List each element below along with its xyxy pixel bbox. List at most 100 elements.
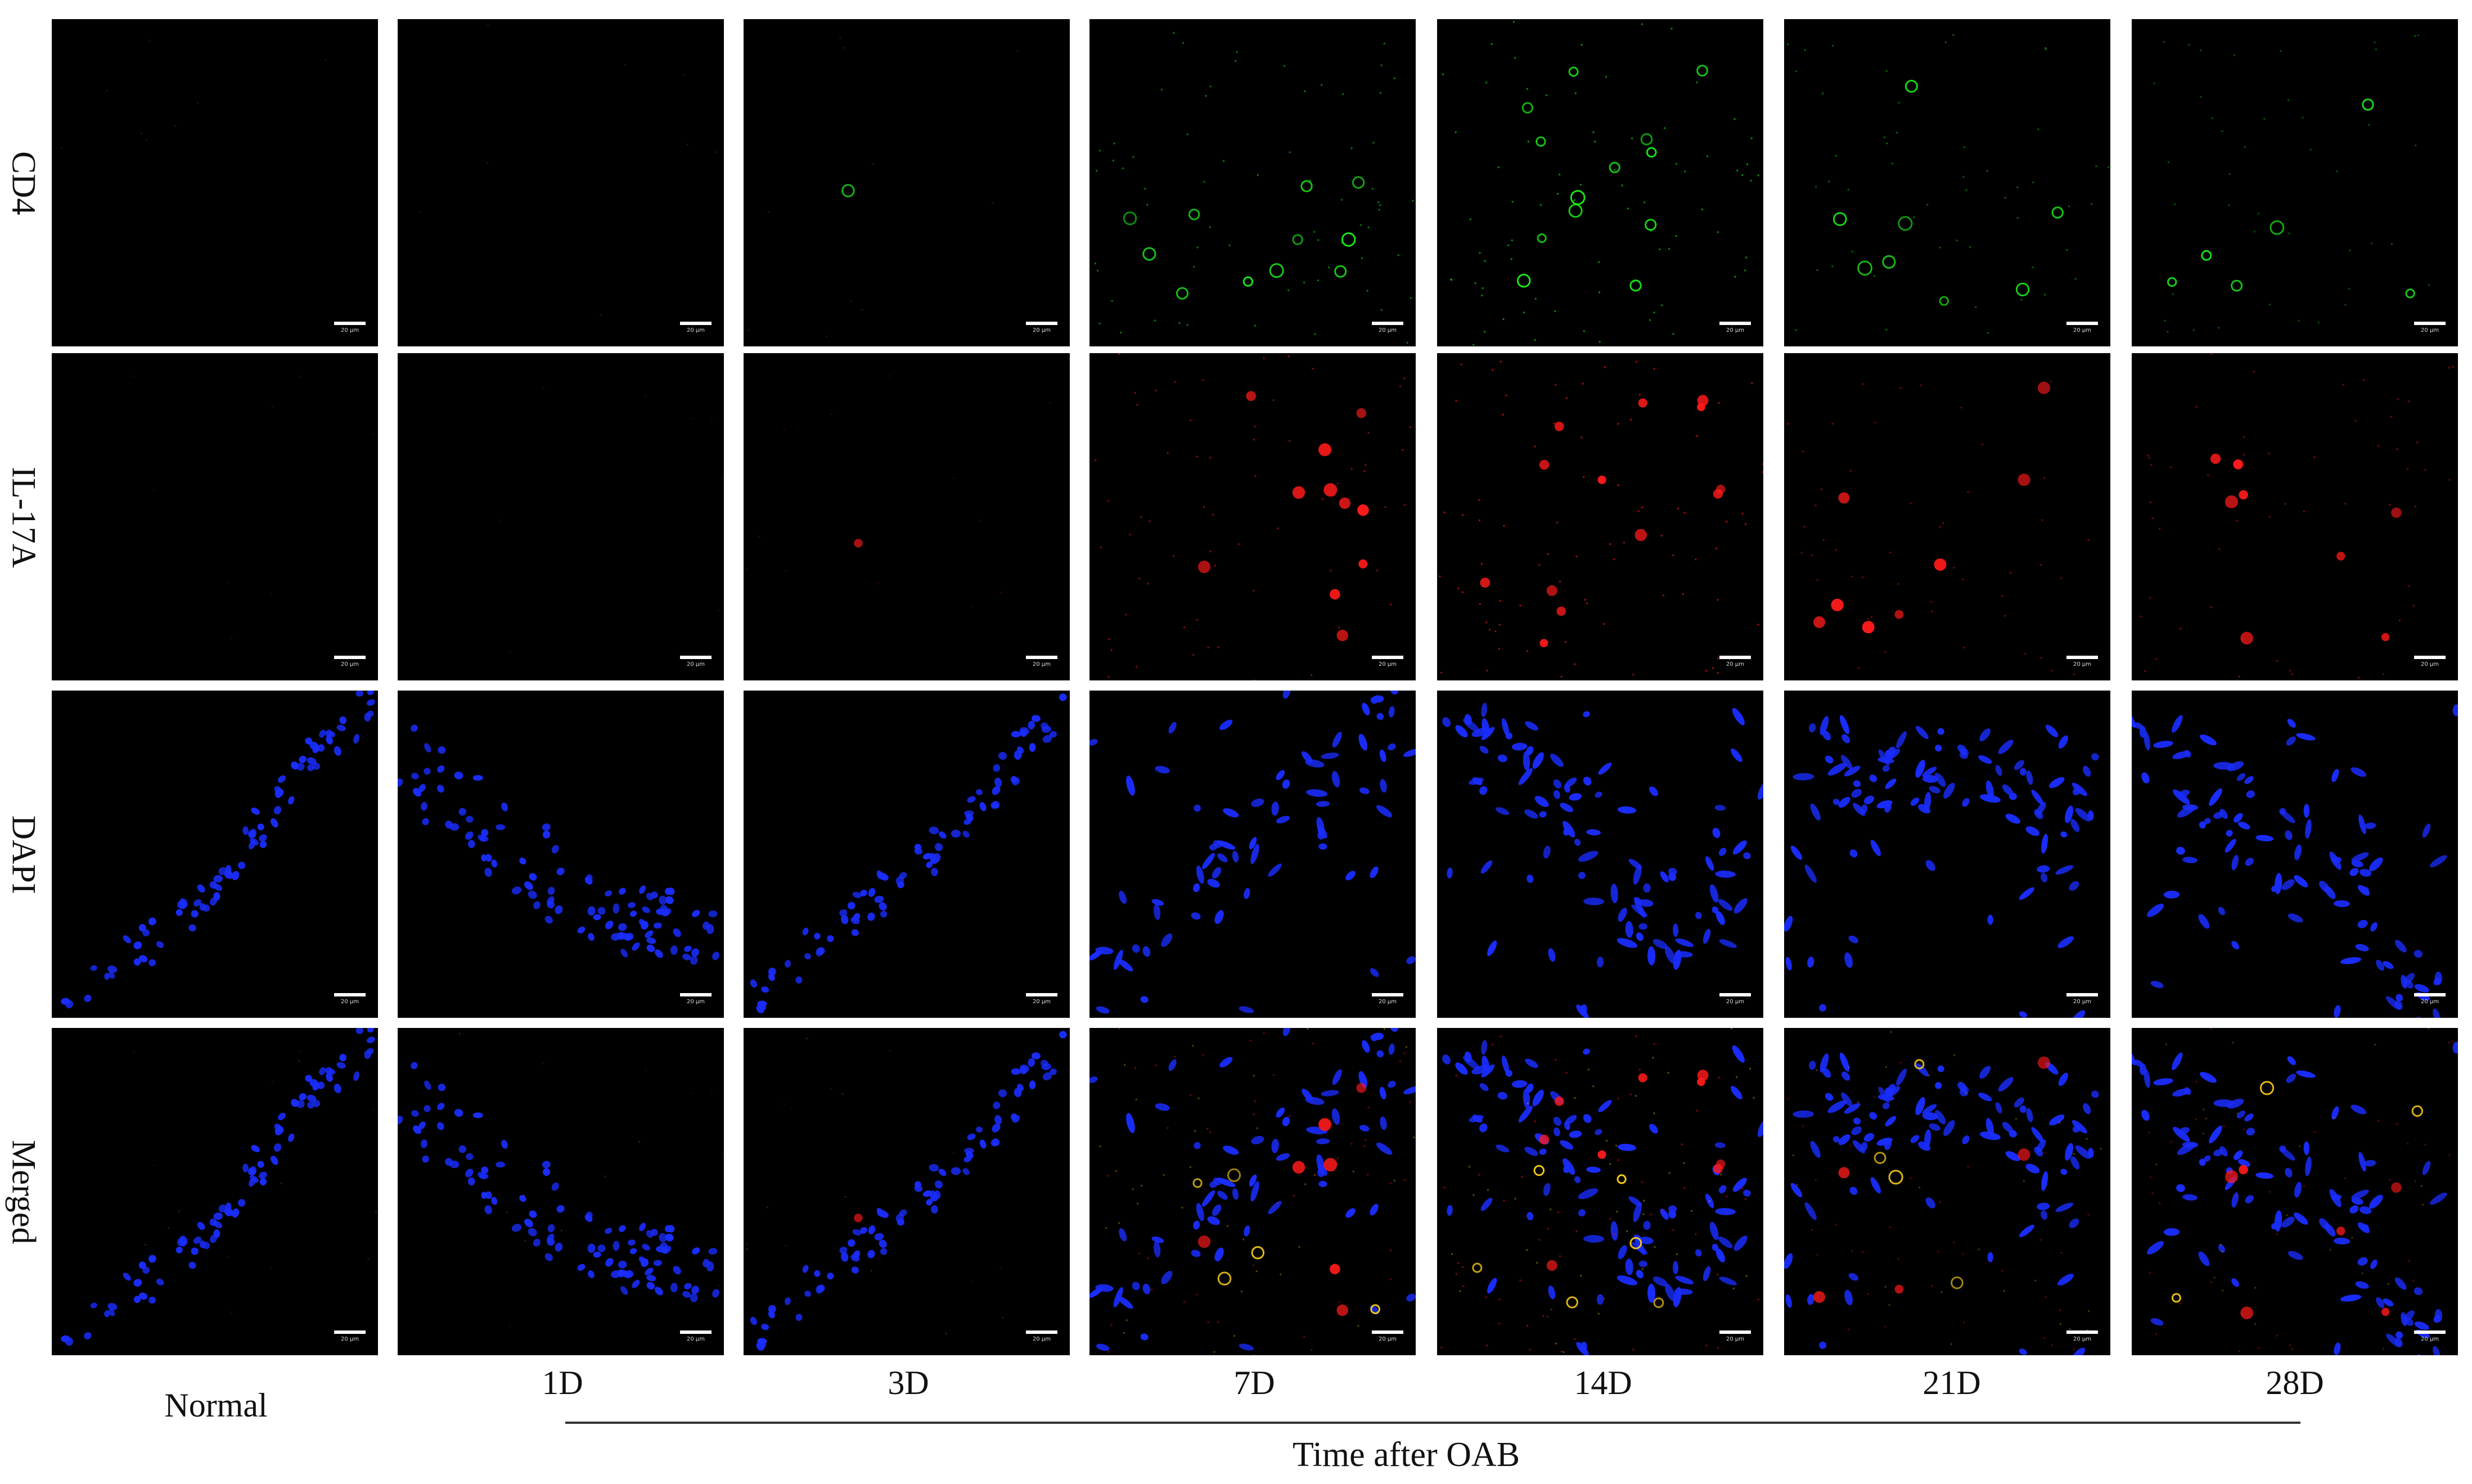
nucleus-spot: [209, 1218, 217, 1226]
nucleus-spot: [422, 1155, 429, 1163]
signal-speckle: [1393, 77, 1396, 79]
nucleus-spot: [326, 736, 333, 745]
scale-bar-line: [1372, 1330, 1403, 1334]
signal-speckle: [1440, 1346, 1443, 1348]
nucleus-spot: [1359, 1125, 1370, 1132]
positive-cell: [1533, 1165, 1545, 1176]
nucleus-spot: [2025, 826, 2040, 836]
positive-cell: [1951, 1276, 1964, 1289]
nucleus-spot: [1372, 1032, 1384, 1040]
nucleus-spot: [1028, 720, 1035, 730]
nucleus-spot: [2349, 868, 2359, 876]
nucleus-spot: [1345, 870, 1356, 881]
signal-speckle: [600, 314, 602, 316]
nucleus-spot: [992, 1138, 1000, 1147]
nucleus-spot: [1578, 872, 1586, 879]
nucleus-spot: [556, 1205, 565, 1213]
nucleus-spot: [841, 914, 849, 924]
nucleus-spot: [1732, 840, 1747, 855]
signal-speckle: [1701, 208, 1703, 211]
nucleus-spot: [611, 932, 621, 941]
signal-speckle: [1380, 309, 1383, 311]
nucleus-spot: [156, 941, 164, 948]
scale-bar: 20 μm: [2066, 993, 2098, 1008]
nucleus-spot: [1388, 706, 1395, 718]
nucleus-spot: [795, 976, 803, 984]
signal-speckle: [1357, 1325, 1359, 1327]
signal-speckle: [721, 478, 723, 480]
signal-speckle: [1555, 384, 1557, 386]
signal-speckle: [1956, 240, 1958, 242]
signal-speckle: [1383, 42, 1385, 45]
nucleus-spot: [1219, 1057, 1233, 1068]
signal-speckle: [1514, 57, 1516, 59]
signal-speckle: [2368, 124, 2370, 126]
signal-speckle: [1320, 84, 1323, 86]
micrograph-image: [746, 375, 1051, 608]
nucleus-spot: [2294, 875, 2308, 887]
nucleus-spot: [319, 1067, 326, 1075]
nucleus-spot: [424, 1105, 431, 1112]
signal-speckle: [1835, 549, 1837, 551]
signal-speckle: [1663, 127, 1665, 129]
nucleus-spot: [366, 1036, 375, 1044]
nucleus-spot: [853, 1250, 861, 1259]
nucleus-spot: [1480, 1197, 1493, 1211]
signal-speckle: [970, 1280, 972, 1283]
nucleus-spot: [1251, 1136, 1264, 1144]
nucleus-spot: [1718, 847, 1727, 856]
nucleus-spot: [756, 1004, 765, 1013]
nucleus-spot: [1860, 804, 1868, 814]
signal-speckle: [1850, 575, 1853, 578]
signal-speckle: [1546, 640, 1548, 643]
nucleus-spot: [1232, 1188, 1239, 1200]
signal-speckle: [1253, 1264, 1255, 1266]
signal-speckle: [1899, 1061, 1902, 1064]
signal-speckle: [2217, 327, 2220, 329]
signal-speckle: [1217, 646, 1219, 648]
nucleus-spot: [1647, 946, 1656, 966]
nucleus-spot: [2163, 1228, 2180, 1236]
signal-speckle: [970, 606, 972, 608]
signal-speckle: [1560, 675, 1563, 678]
nucleus-spot: [682, 953, 691, 960]
nucleus-spot: [1652, 939, 1668, 949]
nucleus-spot: [466, 1153, 474, 1160]
nucleus-spot: [2083, 765, 2091, 777]
nucleus-spot: [1505, 1070, 1512, 1077]
signal-speckle: [1705, 670, 1708, 672]
positive-cell: [1914, 1059, 1925, 1070]
nucleus-spot: [964, 810, 974, 817]
nucleus-spot: [2060, 1169, 2068, 1175]
nucleus-spot: [2369, 857, 2383, 872]
signal-speckle: [2003, 1290, 2005, 1292]
signal-speckle: [1967, 1166, 1969, 1168]
nucleus-spot: [992, 801, 1000, 809]
nucleus-spot: [133, 941, 142, 949]
nucleus-spot: [899, 872, 907, 879]
signal-speckle: [1514, 1198, 1516, 1200]
signal-speckle: [1962, 578, 1964, 580]
signal-speckle: [2289, 1345, 2291, 1347]
nucleus-spot: [2231, 941, 2240, 950]
signal-speckle: [227, 1256, 229, 1258]
nucleus-spot: [1851, 789, 1862, 798]
signal-speckle: [1332, 494, 1335, 497]
signal-speckle: [1002, 1316, 1004, 1319]
nucleus-spot: [511, 886, 522, 895]
nucleus-spot: [1564, 784, 1570, 793]
signal-speckle: [1393, 1179, 1395, 1181]
signal-speckle: [1811, 554, 1813, 556]
signal-speckle: [1512, 21, 1515, 23]
nucleus-spot: [237, 861, 246, 869]
nucleus-spot: [1664, 1283, 1676, 1301]
nucleus-spot: [665, 896, 674, 904]
signal-speckle: [2236, 1112, 2239, 1115]
nucleus-spot: [851, 929, 859, 936]
nucleus-spot: [1442, 1054, 1451, 1064]
signal-speckle: [1939, 526, 1941, 528]
signal-speckle: [2361, 1272, 2363, 1274]
nucleus-spot: [839, 909, 848, 917]
nucleus-spot: [1563, 1166, 1570, 1173]
nucleus-spot: [1213, 840, 1222, 848]
